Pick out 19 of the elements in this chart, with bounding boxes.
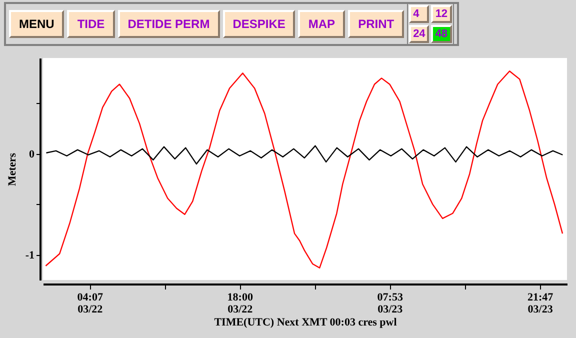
x-tick-label: 04:07 03/22 [77, 292, 104, 316]
y-tick-label: 0 [29, 148, 35, 160]
text: 48 [431, 25, 452, 43]
x-tick-label: 18:00 03/22 [227, 292, 254, 316]
text: MENU [9, 10, 64, 38]
text: MAP [298, 10, 346, 38]
x-axis-title: TIME(UTC) Next XMT 00:03 cres pwl [214, 316, 397, 328]
text: 12 [431, 5, 452, 23]
y-axis-title: Meters [6, 152, 18, 186]
line-series [46, 145, 564, 165]
text: TIDE [67, 10, 115, 38]
text: DESPIKE [222, 10, 296, 38]
x-tick-label: 21:47 03/23 [527, 292, 554, 316]
text: PRINT [348, 10, 404, 38]
text: DETIDE PERM [118, 10, 220, 38]
text: 24 [409, 25, 430, 43]
y-tick-label: -1 [25, 249, 34, 262]
x-tick-label: 07:53 03/23 [377, 292, 404, 316]
text: 4 [409, 5, 430, 23]
